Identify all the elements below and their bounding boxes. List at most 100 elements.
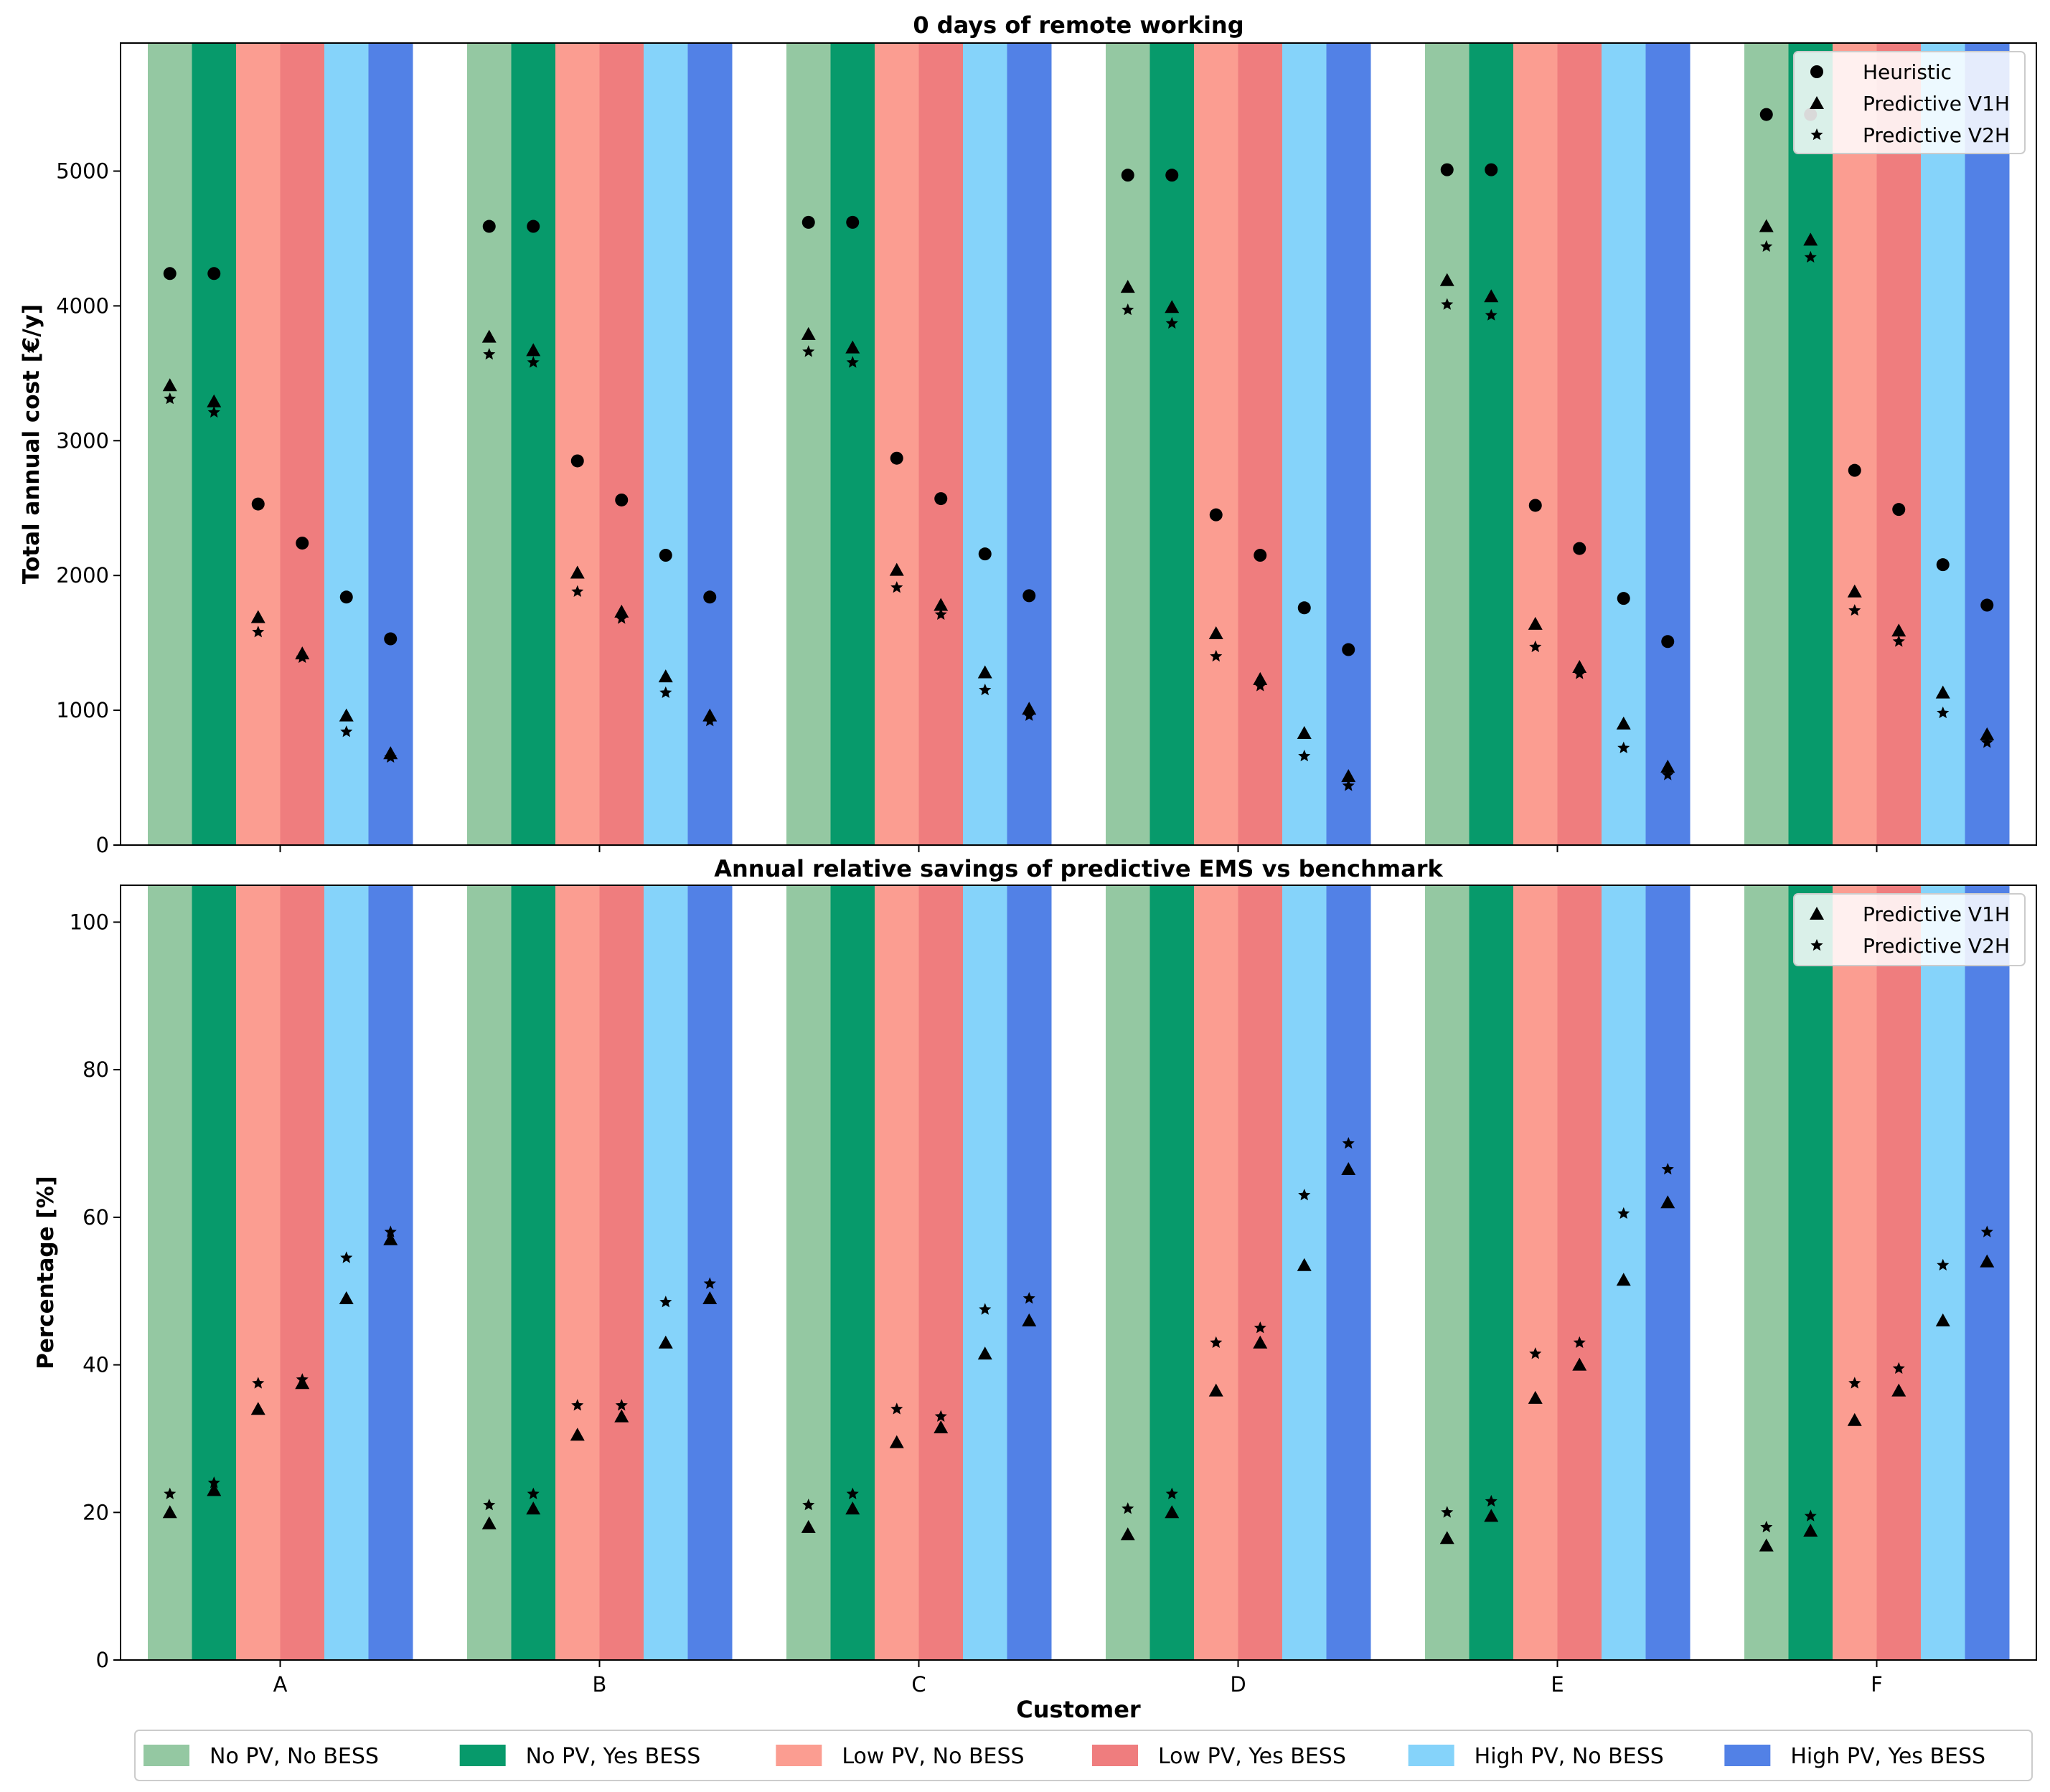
top-point-circle-B-3 (615, 493, 629, 506)
top-band-A-0 (148, 43, 192, 845)
top-band-D-5 (1326, 43, 1371, 845)
top-band-F-0 (1744, 43, 1789, 845)
bottom-band-C-1 (830, 885, 875, 1660)
bottom-point-triangle-B-0 (481, 1516, 497, 1529)
top-point-circle-F-5 (1980, 598, 1994, 612)
top-legend-marker-star (1810, 128, 1823, 141)
top-point-star-A-2 (252, 626, 265, 638)
config-legend-label-5: High PV, Yes BESS (1790, 1744, 1985, 1769)
top-point-triangle-D-0 (1120, 280, 1135, 293)
bottom-point-triangle-A-0 (162, 1505, 177, 1519)
bottom-point-triangle-E-2 (1528, 1390, 1543, 1404)
bottom-band-E-4 (1602, 885, 1646, 1660)
top-band-B-4 (644, 43, 688, 845)
bottom-band-D-4 (1282, 885, 1327, 1660)
top-point-triangle-D-1 (1165, 300, 1180, 313)
bottom-point-star-B-0 (483, 1499, 496, 1511)
bottom-point-star-A-4 (340, 1251, 353, 1263)
top-point-circle-E-4 (1617, 592, 1630, 605)
top-band-D-0 (1106, 43, 1150, 845)
top-legend-box (1793, 51, 2026, 154)
top-point-star-C-4 (979, 683, 992, 696)
top-point-circle-D-4 (1297, 601, 1311, 615)
top-point-star-A-1 (207, 405, 220, 418)
top-point-star-A-4 (340, 725, 353, 737)
top-point-star-E-4 (1617, 741, 1630, 753)
bottom-point-star-A-5 (384, 1225, 397, 1237)
top-ytick-label: 5000 (56, 159, 109, 184)
top-point-star-E-3 (1573, 667, 1586, 679)
bottom-band-B-2 (555, 885, 600, 1660)
top-point-star-D-5 (1342, 779, 1355, 791)
top-ytick-label: 3000 (56, 428, 109, 453)
top-point-star-C-0 (802, 345, 815, 357)
bottom-config-bands (148, 885, 2010, 1660)
top-plot-frame (120, 42, 2037, 846)
top-point-triangle-F-1 (1803, 232, 1818, 246)
bottom-band-F-5 (1965, 885, 2010, 1660)
top-band-F-5 (1965, 43, 2010, 845)
bottom-point-triangle-F-1 (1803, 1524, 1818, 1537)
top-point-triangle-B-4 (658, 669, 673, 683)
top-band-D-3 (1238, 43, 1283, 845)
top-point-star-D-4 (1298, 750, 1311, 762)
top-band-C-4 (963, 43, 1007, 845)
top-point-star-A-3 (296, 651, 309, 664)
bottom-band-E-5 (1645, 885, 1691, 1660)
bottom-y-ticks: 0 20 40 60 80 100 (70, 910, 121, 1672)
bottom-point-triangle-F-0 (1759, 1538, 1774, 1552)
config-legend-label-1: No PV, Yes BESS (526, 1744, 701, 1769)
top-x-ticks (279, 845, 1878, 852)
bottom-ytick-label: 20 (83, 1500, 109, 1524)
bottom-point-star-F-0 (1760, 1520, 1773, 1533)
bottom-point-triangle-D-0 (1120, 1527, 1135, 1541)
top-point-triangle-E-5 (1660, 760, 1675, 773)
top-band-F-2 (1833, 43, 1877, 845)
bottom-band-A-1 (192, 885, 237, 1660)
bottom-point-star-F-3 (1892, 1362, 1905, 1374)
top-band-C-0 (786, 43, 831, 845)
top-legend: Heuristic Predictive V1H Predictive V2H (1793, 51, 2026, 154)
bottom-point-star-C-5 (1022, 1292, 1035, 1304)
bottom-point-star-A-2 (252, 1377, 265, 1389)
bottom-x-ticks: A B C D E F (273, 1660, 1883, 1697)
bottom-band-D-2 (1194, 885, 1238, 1660)
top-point-circle-E-1 (1485, 163, 1498, 176)
bottom-point-star-F-4 (1937, 1258, 1950, 1270)
bottom-point-triangle-E-4 (1616, 1273, 1631, 1286)
config-legend-swatch-2 (776, 1745, 822, 1766)
top-point-circle-D-0 (1121, 169, 1134, 182)
top-point-circle-E-5 (1661, 635, 1675, 649)
top-band-B-3 (599, 43, 644, 845)
top-legend-marker-triangle (1810, 96, 1824, 109)
top-point-circle-C-2 (890, 451, 903, 465)
top-point-star-E-1 (1485, 308, 1497, 321)
top-point-circle-A-3 (296, 537, 309, 550)
bottom-ytick-label: 0 (96, 1648, 109, 1672)
top-band-A-2 (236, 43, 281, 845)
top-band-A-5 (368, 43, 413, 845)
bottom-point-triangle-E-3 (1572, 1357, 1587, 1371)
bottom-band-B-5 (687, 885, 733, 1660)
top-point-star-B-2 (571, 585, 584, 597)
bottom-ytick-label: 60 (83, 1205, 109, 1230)
bottom-plot-frame (120, 885, 2037, 1661)
config-legend-swatch-1 (459, 1745, 506, 1766)
top-point-circle-F-4 (1936, 558, 1950, 572)
bottom-band-B-0 (467, 885, 512, 1660)
bottom-legend: Predictive V1H Predictive V2H (1793, 893, 2026, 966)
bottom-point-triangle-A-2 (250, 1402, 265, 1415)
top-legend-marker-circle (1810, 65, 1823, 78)
bottom-point-triangle-C-5 (1022, 1313, 1037, 1326)
top-legend-label: Predictive V1H (1863, 92, 2010, 115)
bottom-point-star-F-5 (1980, 1225, 1993, 1237)
config-legend-label-2: Low PV, No BESS (842, 1744, 1024, 1769)
bottom-point-star-B-5 (703, 1277, 716, 1289)
top-point-circle-D-2 (1209, 508, 1223, 522)
bottom-ytick-label: 40 (83, 1353, 109, 1377)
top-point-triangle-F-2 (1847, 584, 1862, 598)
top-band-D-2 (1194, 43, 1238, 845)
top-point-circle-A-0 (163, 267, 177, 280)
xtick-label: B (593, 1672, 607, 1697)
